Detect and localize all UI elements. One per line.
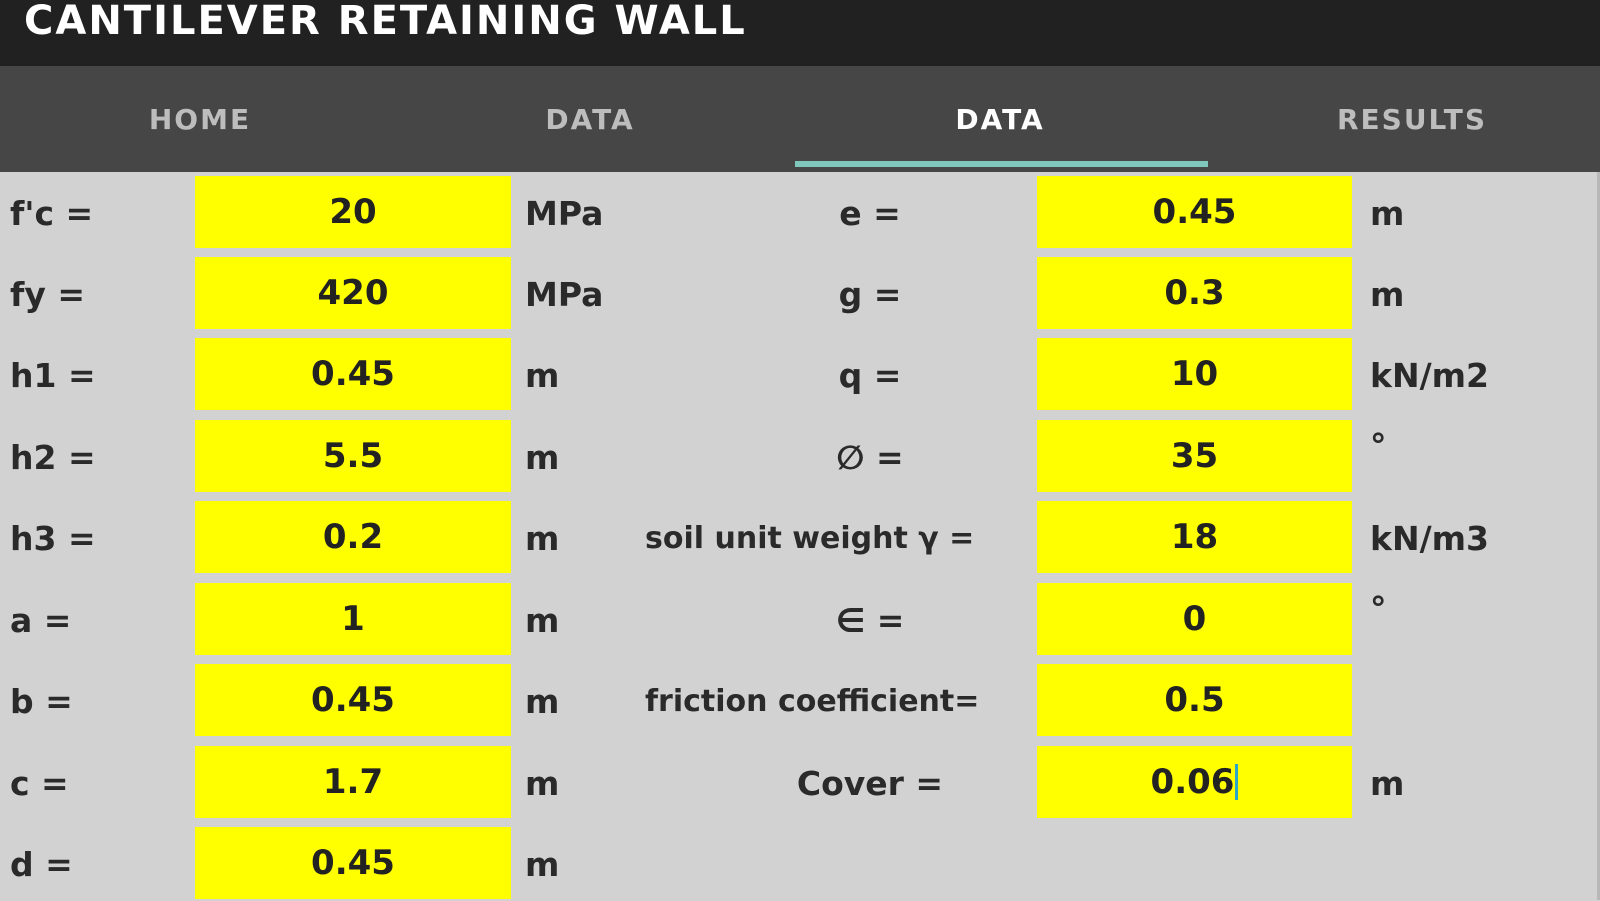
field-label: friction coefficient=	[645, 683, 980, 719]
title-bar: CANTILEVER RETAINING WALL	[0, 0, 1600, 66]
input-field[interactable]: 18	[1037, 501, 1352, 573]
tab-data-1[interactable]: DATA	[545, 102, 635, 136]
field-label: e =	[839, 193, 901, 233]
unit-label: kN/m2	[1370, 355, 1489, 395]
input-field[interactable]: 10	[1037, 338, 1352, 410]
field-label: c =	[10, 763, 69, 803]
input-field[interactable]: 0.45	[195, 338, 511, 410]
unit-label: MPa	[525, 193, 604, 233]
input-value: 0.5	[1164, 680, 1225, 720]
field-label: f'c =	[10, 193, 94, 233]
field-label: h2 =	[10, 437, 96, 477]
input-field[interactable]: 0.5	[1037, 664, 1352, 736]
unit-label: kN/m3	[1370, 518, 1489, 558]
field-label: h3 =	[10, 518, 96, 558]
field-label: d =	[10, 844, 73, 884]
input-field[interactable]: 5.5	[195, 420, 511, 492]
field-label: soil unit weight γ =	[645, 520, 975, 556]
unit-label: m	[1370, 193, 1405, 233]
input-value: 0.45	[1152, 192, 1237, 232]
unit-label: m	[525, 518, 560, 558]
field-label: q =	[838, 355, 902, 395]
unit-label: m	[525, 763, 560, 803]
unit-label: °	[1370, 589, 1387, 628]
tab-data-2[interactable]: DATA	[955, 102, 1045, 136]
input-value: 0	[1182, 599, 1207, 639]
text-cursor	[1235, 764, 1239, 800]
unit-label: m	[1370, 763, 1405, 803]
input-field[interactable]: 1	[195, 583, 511, 655]
input-field[interactable]: 0.45	[1037, 176, 1352, 248]
unit-label: m	[1370, 274, 1405, 314]
unit-label: m	[525, 355, 560, 395]
unit-label: m	[525, 600, 560, 640]
app-title: CANTILEVER RETAINING WALL	[24, 0, 747, 44]
tab-home[interactable]: HOME	[148, 102, 252, 136]
input-value: 0.3	[1164, 273, 1225, 313]
input-field[interactable]: 20	[195, 176, 511, 248]
field-label: Cover =	[796, 763, 944, 803]
input-field[interactable]: 0.45	[195, 664, 511, 736]
field-label: a =	[10, 600, 72, 640]
input-field[interactable]: 0.2	[195, 501, 511, 573]
input-value: 18	[1170, 517, 1219, 557]
field-label: ∈ =	[835, 600, 905, 640]
data-form: f'c = 20 MPa fy = 420 MPa h1 = 0.45 m h2 = 5.5 m h3 …	[0, 172, 1600, 900]
field-label: g =	[838, 274, 902, 314]
unit-label: m	[525, 681, 560, 721]
active-tab-indicator	[795, 161, 1208, 167]
field-label: fy =	[10, 274, 86, 314]
field-label: ∅ =	[836, 437, 904, 477]
unit-label: m	[525, 844, 560, 884]
unit-label: MPa	[525, 274, 604, 314]
input-value: 10	[1170, 354, 1219, 394]
unit-label: °	[1370, 426, 1387, 465]
field-label: h1 =	[10, 355, 96, 395]
input-field[interactable]: 1.7	[195, 746, 511, 818]
input-value: 0.06	[1150, 762, 1235, 802]
unit-label: m	[525, 437, 560, 477]
input-field[interactable]: 420	[195, 257, 511, 329]
input-field[interactable]: 0.06	[1037, 746, 1352, 818]
input-field[interactable]: 0.45	[195, 827, 511, 899]
input-field[interactable]: 35	[1037, 420, 1352, 492]
tab-bar: HOME DATA DATA RESULTS	[0, 66, 1600, 172]
input-field[interactable]: 0	[1037, 583, 1352, 655]
field-label: b =	[10, 681, 73, 721]
input-value: 35	[1170, 436, 1219, 476]
input-field[interactable]: 0.3	[1037, 257, 1352, 329]
tab-results[interactable]: RESULTS	[1336, 102, 1488, 136]
